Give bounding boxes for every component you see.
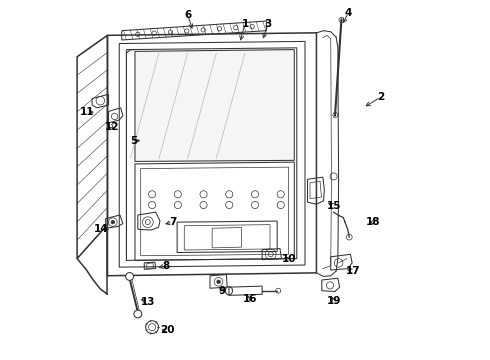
Text: 6: 6 — [184, 10, 192, 20]
Text: 16: 16 — [243, 294, 258, 303]
Text: 5: 5 — [130, 136, 137, 146]
Text: 20: 20 — [160, 325, 174, 335]
Circle shape — [126, 273, 134, 280]
Text: 4: 4 — [345, 8, 352, 18]
Text: 3: 3 — [265, 18, 272, 28]
Circle shape — [111, 220, 115, 224]
Text: 2: 2 — [377, 92, 384, 102]
Text: 11: 11 — [80, 107, 95, 117]
Text: 12: 12 — [105, 122, 120, 132]
Text: 7: 7 — [169, 217, 176, 227]
Text: 13: 13 — [141, 297, 155, 307]
Text: 9: 9 — [218, 286, 225, 296]
Text: 8: 8 — [162, 261, 170, 271]
Text: 1: 1 — [242, 18, 248, 28]
Text: 17: 17 — [345, 266, 360, 276]
Circle shape — [134, 310, 142, 318]
Text: 18: 18 — [366, 217, 380, 227]
Text: 14: 14 — [94, 224, 109, 234]
Polygon shape — [135, 50, 294, 161]
Text: 15: 15 — [326, 201, 341, 211]
Circle shape — [217, 280, 221, 284]
Text: 19: 19 — [326, 296, 341, 306]
Text: 10: 10 — [281, 254, 296, 264]
